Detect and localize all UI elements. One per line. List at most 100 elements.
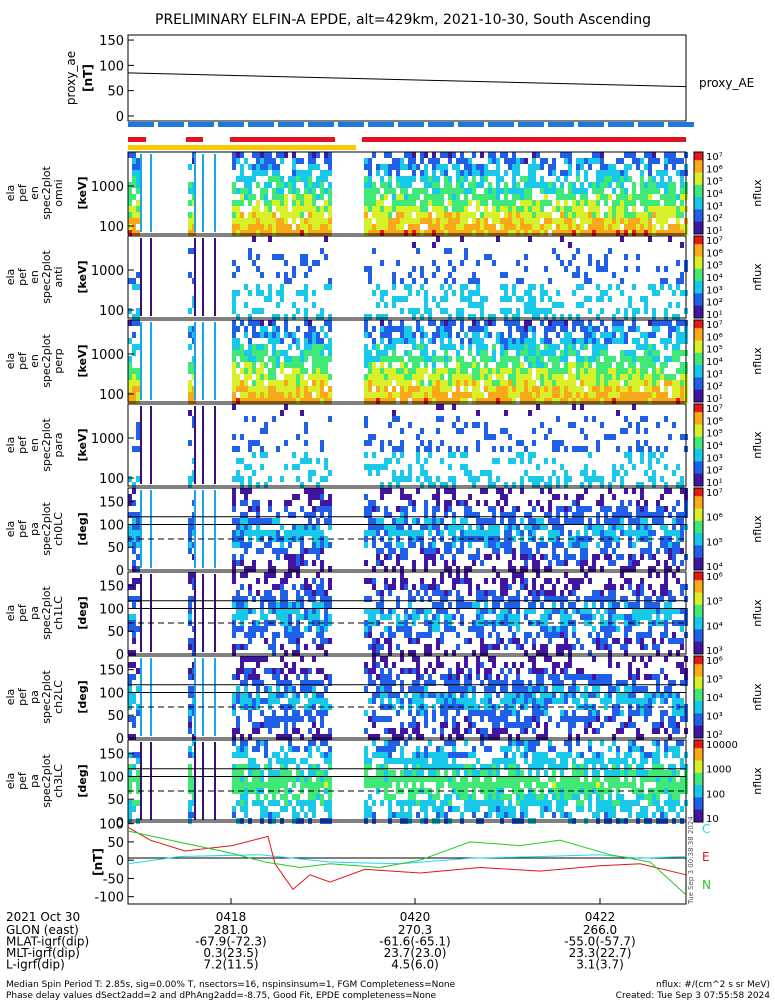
spectrogram-cell [636, 254, 640, 260]
spectrogram-cell [380, 518, 384, 524]
spectrogram-cell [444, 524, 448, 530]
spectrogram-cell [244, 596, 248, 602]
spectrogram-cell [384, 368, 388, 374]
spectrogram-cell [320, 548, 324, 554]
spectrogram-cell [412, 314, 416, 320]
spectrogram-cell [304, 182, 308, 188]
spectrogram-cell [284, 608, 288, 614]
spectrogram-cell [260, 218, 264, 224]
spectrogram-cell [484, 386, 488, 392]
spectrogram-cell [264, 212, 268, 218]
spectrogram-cell [328, 350, 332, 356]
spectrogram-cell [424, 590, 428, 596]
spectrogram-cell [480, 170, 484, 176]
spectrogram-cell [484, 320, 488, 326]
spectrogram-cell [660, 212, 664, 218]
spectrogram-cell [252, 416, 256, 422]
spectrogram-cell [488, 530, 492, 536]
spectrogram-cell [312, 560, 316, 566]
spectrogram-cell [480, 488, 484, 494]
spectrogram-cell [524, 188, 528, 194]
spectrogram-cell [576, 206, 580, 212]
spectrogram-cell [592, 566, 596, 572]
spectrogram-cell [512, 224, 516, 230]
spectrogram-cell [628, 296, 632, 302]
spectrogram-cell [504, 350, 508, 356]
spectrogram-cell [128, 512, 132, 518]
proxy-ae-yunit: [nT] [81, 64, 95, 92]
spectrogram-cell [664, 164, 668, 170]
spectrogram-cell [592, 386, 596, 392]
spectrogram-cell [236, 344, 240, 350]
spectrogram-cell [384, 542, 388, 548]
spectrogram-cell [252, 212, 256, 218]
colorbar-tick-label: 10⁴ [706, 441, 723, 452]
spectrogram-cell [544, 200, 548, 206]
spectrogram-cell [468, 524, 472, 530]
spectrogram-cell [392, 158, 396, 164]
spectrogram-cell [244, 230, 248, 236]
colorbar-frame [693, 403, 704, 487]
spectrogram-cell [540, 392, 544, 398]
spectrogram-cell [612, 464, 616, 470]
spectrogram-cell [312, 488, 316, 494]
spectrogram-cell [244, 158, 248, 164]
spectrogram-cell [440, 632, 444, 638]
spectrogram-cell [308, 182, 312, 188]
spectrogram-cell [612, 212, 616, 218]
spectrogram-cell [284, 314, 288, 320]
spectrogram-cell [436, 590, 440, 596]
spectrogram-cell [632, 314, 636, 320]
spectrogram-cell [536, 590, 540, 596]
spectrogram-cell [484, 350, 488, 356]
spectrogram-cell [264, 230, 268, 236]
spectrogram-cell [464, 536, 468, 542]
spectrogram-cell [424, 188, 428, 194]
spectrogram-cell [296, 362, 300, 368]
spectrogram-cell [404, 176, 408, 182]
spectrogram-cell [532, 218, 536, 224]
spectrogram-cell [260, 164, 264, 170]
spectrogram-cell [460, 200, 464, 206]
spectrogram-cell [396, 356, 400, 362]
spectrogram-cell [296, 368, 300, 374]
spectrogram-cell [524, 254, 528, 260]
spectrogram-cell [452, 542, 456, 548]
spectrogram-cell [556, 302, 560, 308]
spectrogram-cell [608, 284, 612, 290]
spectrogram-cell [608, 182, 612, 188]
spectrogram-cell [264, 452, 268, 458]
spectrogram-cell [400, 512, 404, 518]
spectrogram-cell [536, 560, 540, 566]
colorbar-segment [694, 361, 703, 366]
spectrogram-cell [232, 614, 236, 620]
spectrogram-cell [664, 182, 668, 188]
spectrogram-cell [408, 626, 412, 632]
spectrogram-cell [312, 494, 316, 500]
spectrogram-cell [532, 584, 536, 590]
spectrogram-cell [308, 494, 312, 500]
spectrogram-cell [644, 386, 648, 392]
spectrogram-cell [264, 218, 268, 224]
spectrogram-cell [460, 380, 464, 386]
spectrogram-cell [380, 290, 384, 296]
spectrogram-cell [280, 590, 284, 596]
spectrogram-cell [580, 374, 584, 380]
spectrogram-cell [676, 284, 680, 290]
spectrogram-cell [580, 338, 584, 344]
spectrogram-cell [468, 470, 472, 476]
spectrogram-cell [676, 206, 680, 212]
spectrogram-cell [292, 218, 296, 224]
science-zone-bar [548, 122, 574, 127]
spectrogram-cell [488, 182, 492, 188]
spectrogram-cell [472, 476, 476, 482]
spectrogram-cell [392, 350, 396, 356]
spectrogram-cell [536, 464, 540, 470]
spectrogram-cell [560, 374, 564, 380]
spectrogram-cell [564, 554, 568, 560]
spectrogram-cell [476, 596, 480, 602]
spectrogram-cell [388, 224, 392, 230]
spectrogram-cell [128, 194, 132, 200]
spectrogram-cell [524, 218, 528, 224]
spectrogram-cell [596, 326, 600, 332]
